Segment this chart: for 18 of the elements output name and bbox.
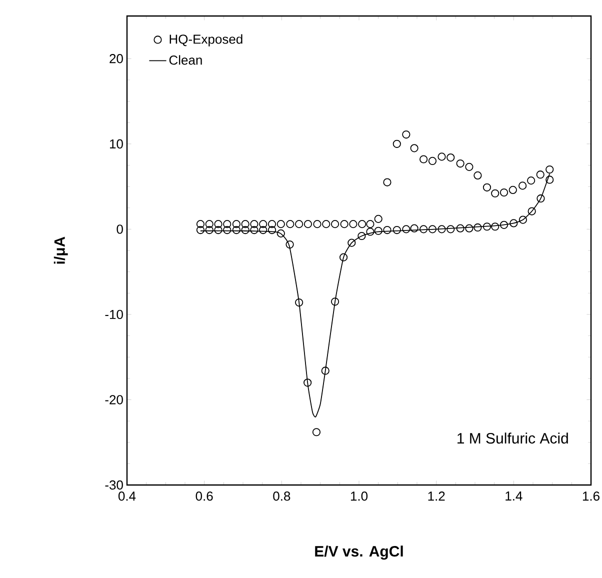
y-tick-label: 10 <box>110 139 123 149</box>
x-tick-label: 0.6 <box>196 492 213 501</box>
x-tick-label: 0.4 <box>118 492 136 501</box>
x-tick-label: 0.8 <box>273 492 290 501</box>
legend-label: HQ-Exposed <box>170 34 242 46</box>
x-tick-label: 1.2 <box>428 492 445 501</box>
x-tick-label: 1.0 <box>350 492 368 501</box>
y-tick-label: 0 <box>116 224 123 234</box>
legend-label: Clean <box>169 55 202 65</box>
y-tick-label: -30 <box>105 480 123 490</box>
x-tick-label: 1.4 <box>506 492 522 500</box>
x-axis-title: E/V vs. AgCl <box>315 546 403 560</box>
y-tick-label: 20 <box>110 54 123 64</box>
y-tick-label: -10 <box>105 310 123 320</box>
annotation: 1 M Sulfuric Acid <box>458 432 568 444</box>
y-tick-label: -20 <box>105 395 123 404</box>
x-tick-label: 1.6 <box>582 492 600 501</box>
y-axis-title: i/μA <box>54 236 68 264</box>
